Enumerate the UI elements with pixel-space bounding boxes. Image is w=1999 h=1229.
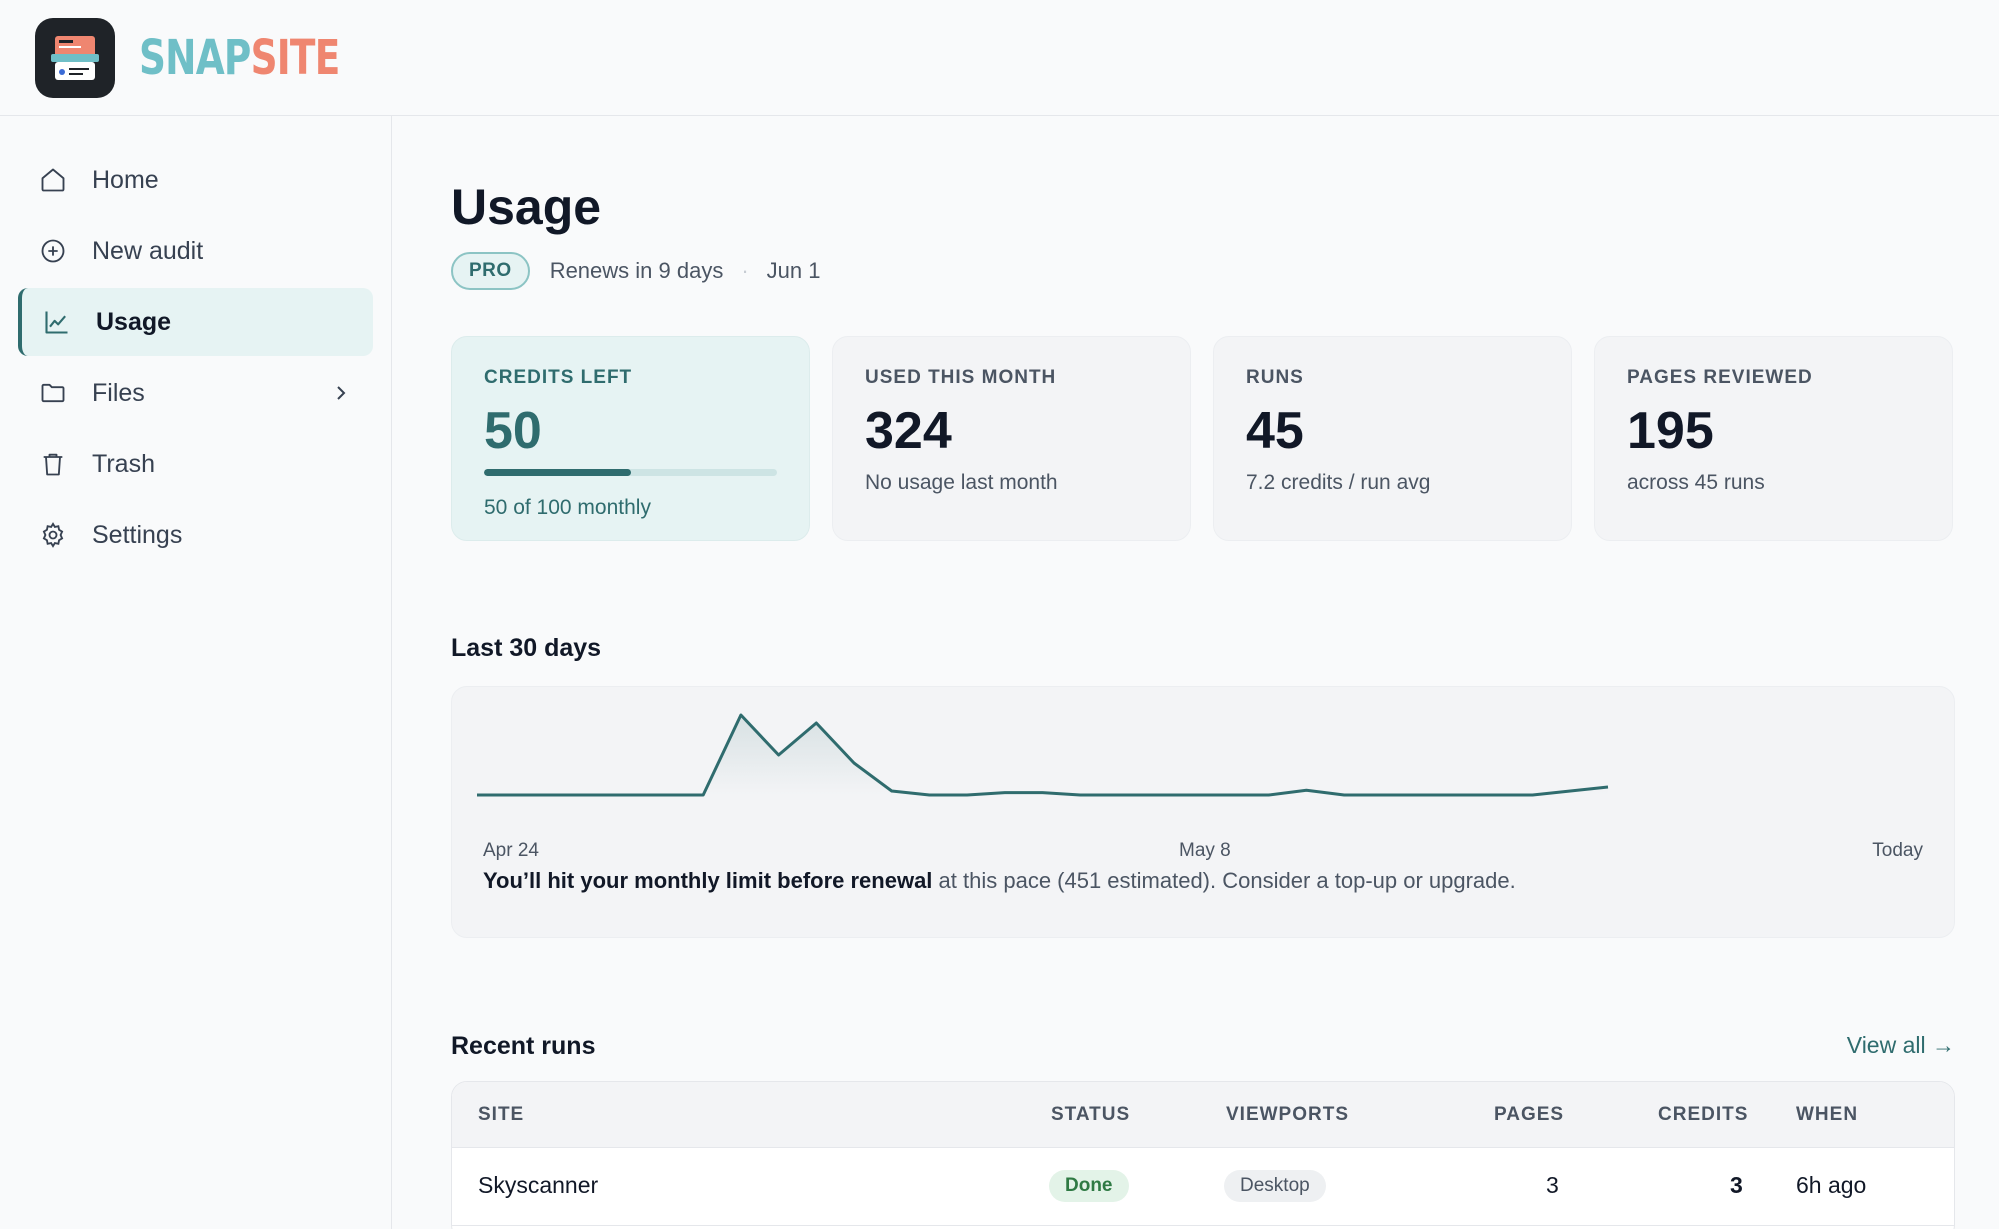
stat-value: 45 [1246,402,1304,460]
stat-sub: No usage last month [865,471,1058,494]
chart-series-line [477,713,1609,797]
credits-progress-bar [484,469,777,476]
chart-section-title: Last 30 days [451,634,602,662]
x-tick-label: May 8 [1179,840,1231,861]
table-row[interactable]: Skyscanner Done Desktop 3 3 6h ago [452,1148,1954,1226]
column-header-when[interactable]: WHEN [1796,1104,1859,1125]
brand-part-1: SNAP [139,29,251,86]
home-icon [38,165,68,195]
recent-runs-title: Recent runs [451,1032,596,1060]
limit-warning-rest: at this pace (451 estimated). Consider a… [932,868,1516,893]
stat-label: RUNS [1246,367,1304,388]
status-badge: Done [1049,1170,1129,1202]
plus-circle-icon [38,236,68,266]
stat-value: 195 [1627,402,1714,460]
viewport-badge: Desktop [1224,1170,1326,1202]
stat-card-credits-left: CREDITS LEFT 50 50 of 100 monthly [451,336,810,541]
sidebar-item-label: Home [92,165,159,194]
chevron-right-icon[interactable] [331,381,351,412]
cell-pages: 3 [1546,1172,1559,1198]
meta-separator: · [741,258,749,283]
stat-label: USED THIS MONTH [865,367,1057,388]
stat-label: PAGES REVIEWED [1627,367,1813,388]
recent-runs-table: SITE STATUS VIEWPORTS PAGES CREDITS WHEN… [451,1081,1955,1229]
brand-wordmark: SNAPSITE [139,29,341,86]
x-tick-label: Today [1872,840,1923,861]
renewal-date: Jun 1 [766,258,821,283]
credits-progress-fill [484,469,631,476]
sidebar: Home New audit Usage Files Trash Setting… [0,116,392,1229]
stat-card-runs: RUNS 45 7.2 credits / run avg [1213,336,1572,541]
sidebar-item-label: New audit [92,236,204,265]
table-header: SITE STATUS VIEWPORTS PAGES CREDITS WHEN [452,1082,1954,1148]
cell-credits: 3 [1730,1172,1743,1198]
sidebar-item-label: Files [92,378,145,407]
sidebar-item-files[interactable]: Files [18,359,373,427]
plan-meta: PRO Renews in 9 days · Jun 1 [451,252,821,290]
column-header-site[interactable]: SITE [478,1104,525,1125]
sidebar-item-label: Usage [96,307,172,336]
column-header-viewports[interactable]: VIEWPORTS [1226,1104,1350,1125]
chart-line-icon [42,307,72,337]
stat-sub: 7.2 credits / run avg [1246,471,1431,494]
page-title: Usage [451,179,602,235]
cell-when: 6h ago [1796,1172,1867,1198]
column-header-pages[interactable]: PAGES [1494,1104,1565,1125]
sidebar-item-label: Settings [92,520,183,549]
stat-card-pages-reviewed: PAGES REVIEWED 195 across 45 runs [1594,336,1953,541]
stat-value: 324 [865,402,952,460]
sidebar-item-label: Trash [92,449,155,478]
column-header-credits[interactable]: CREDITS [1658,1104,1749,1125]
trash-icon [38,449,68,479]
limit-warning-bold: You’ll hit your monthly limit before ren… [483,868,933,893]
usage-chart [477,713,1609,797]
stat-card-used-this-month: USED THIS MONTH 324 No usage last month [832,336,1191,541]
folder-icon [38,378,68,408]
sidebar-item-usage[interactable]: Usage [18,288,373,356]
gear-icon [38,520,68,550]
stat-cards: CREDITS LEFT 50 50 of 100 monthly USED T… [451,336,1953,541]
limit-warning: You’ll hit your monthly limit before ren… [483,868,1516,894]
sidebar-item-trash[interactable]: Trash [18,430,373,498]
sidebar-item-new-audit[interactable]: New audit [18,217,373,285]
usage-chart-card [451,686,1955,938]
plan-badge: PRO [451,252,530,290]
sidebar-item-home[interactable]: Home [18,146,373,214]
renewal-text: Renews in 9 days [549,258,724,283]
stat-sub: 50 of 100 monthly [484,496,651,519]
stat-value: 50 [484,402,542,460]
logo-icon[interactable] [35,17,115,98]
stat-sub: across 45 runs [1627,471,1765,494]
cell-site[interactable]: Skyscanner [478,1172,599,1198]
x-tick-label: Apr 24 [483,840,539,861]
view-all-link[interactable]: View all → [1846,1032,1955,1058]
top-bar: SNAPSITE [0,0,1999,116]
chart-area-fill [477,715,1608,795]
sidebar-item-settings[interactable]: Settings [18,501,373,569]
column-header-status[interactable]: STATUS [1051,1104,1131,1125]
brand-part-2: SITE [250,29,341,86]
stat-label: CREDITS LEFT [484,367,633,388]
